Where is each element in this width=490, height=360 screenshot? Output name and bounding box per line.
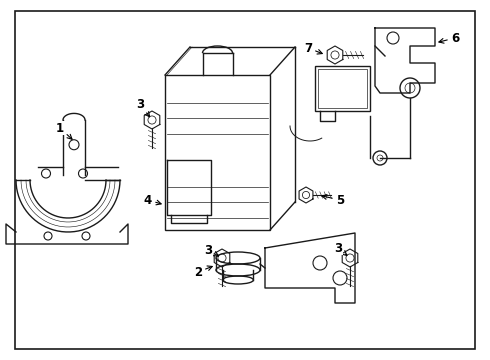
- Text: 2: 2: [194, 266, 212, 279]
- Bar: [315, 66, 370, 111]
- Bar: [165, 75, 270, 230]
- Text: 6: 6: [439, 32, 459, 45]
- Text: 5: 5: [322, 194, 344, 207]
- Bar: [318, 69, 367, 108]
- Text: 7: 7: [304, 41, 322, 54]
- Text: 3: 3: [334, 242, 347, 256]
- Text: 3: 3: [136, 98, 149, 117]
- Text: 1: 1: [56, 122, 72, 139]
- Text: 4: 4: [144, 194, 161, 207]
- Text: 3: 3: [204, 243, 219, 257]
